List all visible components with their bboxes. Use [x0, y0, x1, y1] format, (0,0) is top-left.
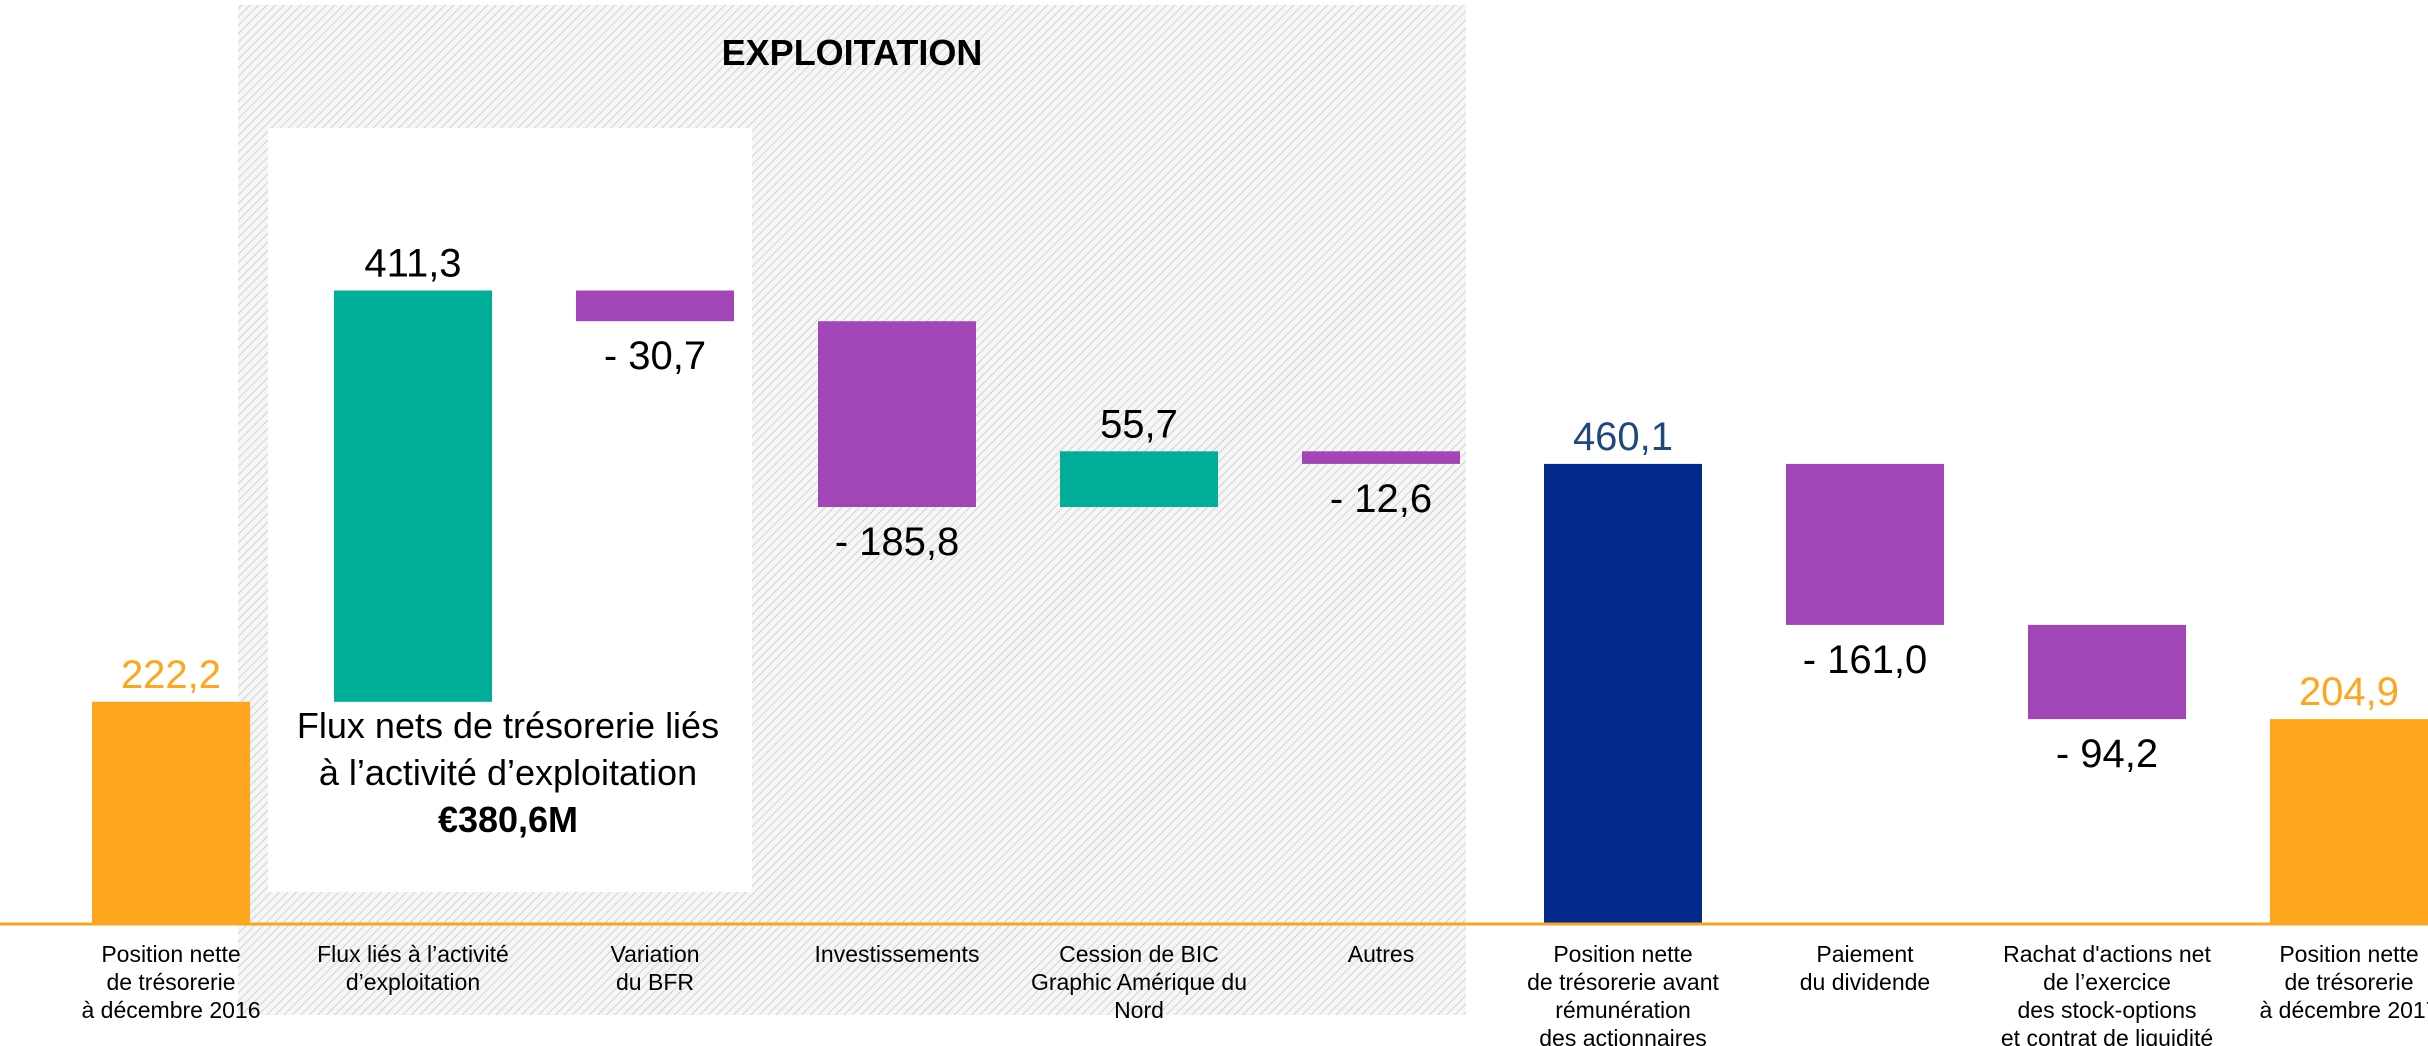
category-label-7: Paiement du dividende: [1800, 941, 1930, 995]
value-label-0: 222,2: [121, 653, 221, 697]
category-label-1: Flux liés à l’activité d’exploitation: [317, 941, 509, 995]
value-label-6: 460,1: [1573, 415, 1673, 459]
bars-group: [92, 290, 2428, 924]
section-title: EXPLOITATION: [722, 32, 983, 73]
value-label-9: 204,9: [2299, 670, 2399, 714]
summary-total: €380,6M: [438, 799, 578, 840]
value-label-3: - 185,8: [835, 520, 960, 564]
bar-4: [1060, 451, 1218, 507]
category-label-8: Rachat d'actions net de l’exercice des sto…: [2001, 941, 2213, 1046]
bar-6: [1544, 463, 1702, 924]
summary-line-1: Flux nets de trésorerie liés: [297, 705, 719, 746]
category-labels-group: Position nette de trésorerie à décembre 20…: [81, 941, 2428, 1046]
bar-0: [92, 701, 250, 924]
bar-2: [576, 290, 734, 322]
bar-3: [818, 321, 976, 507]
value-label-5: - 12,6: [1330, 477, 1432, 521]
category-label-0: Position nette de trésorerie à décembre 20…: [81, 941, 260, 1023]
summary-line-2: à l’activité d’exploitation: [319, 752, 697, 793]
value-label-1: 411,3: [364, 242, 461, 286]
value-labels-group: 222,2 411,3 - 30,7 - 185,8 55,7 - 12,6 460,1 - …: [121, 242, 2399, 777]
value-label-8: - 94,2: [2056, 732, 2158, 776]
bar-7: [1786, 463, 1944, 625]
value-label-7: - 161,0: [1803, 638, 1928, 682]
category-label-3: Investissements: [815, 941, 980, 967]
bar-1: [334, 290, 492, 702]
category-label-6: Position nette de trésorerie avant rémunér…: [1527, 941, 1719, 1046]
bar-9: [2270, 719, 2428, 924]
category-label-2: Variation du BFR: [610, 941, 699, 995]
bar-5: [1302, 451, 1460, 464]
category-label-4: Cession de BIC Graphic Amérique du Nord: [1031, 941, 1247, 1023]
value-label-2: - 30,7: [604, 334, 706, 378]
category-label-9: Position nette de trésorerie à décembre 20…: [2259, 941, 2428, 1023]
bar-8: [2028, 624, 2186, 720]
category-label-5: Autres: [1348, 941, 1414, 967]
value-label-4: 55,7: [1100, 402, 1178, 446]
